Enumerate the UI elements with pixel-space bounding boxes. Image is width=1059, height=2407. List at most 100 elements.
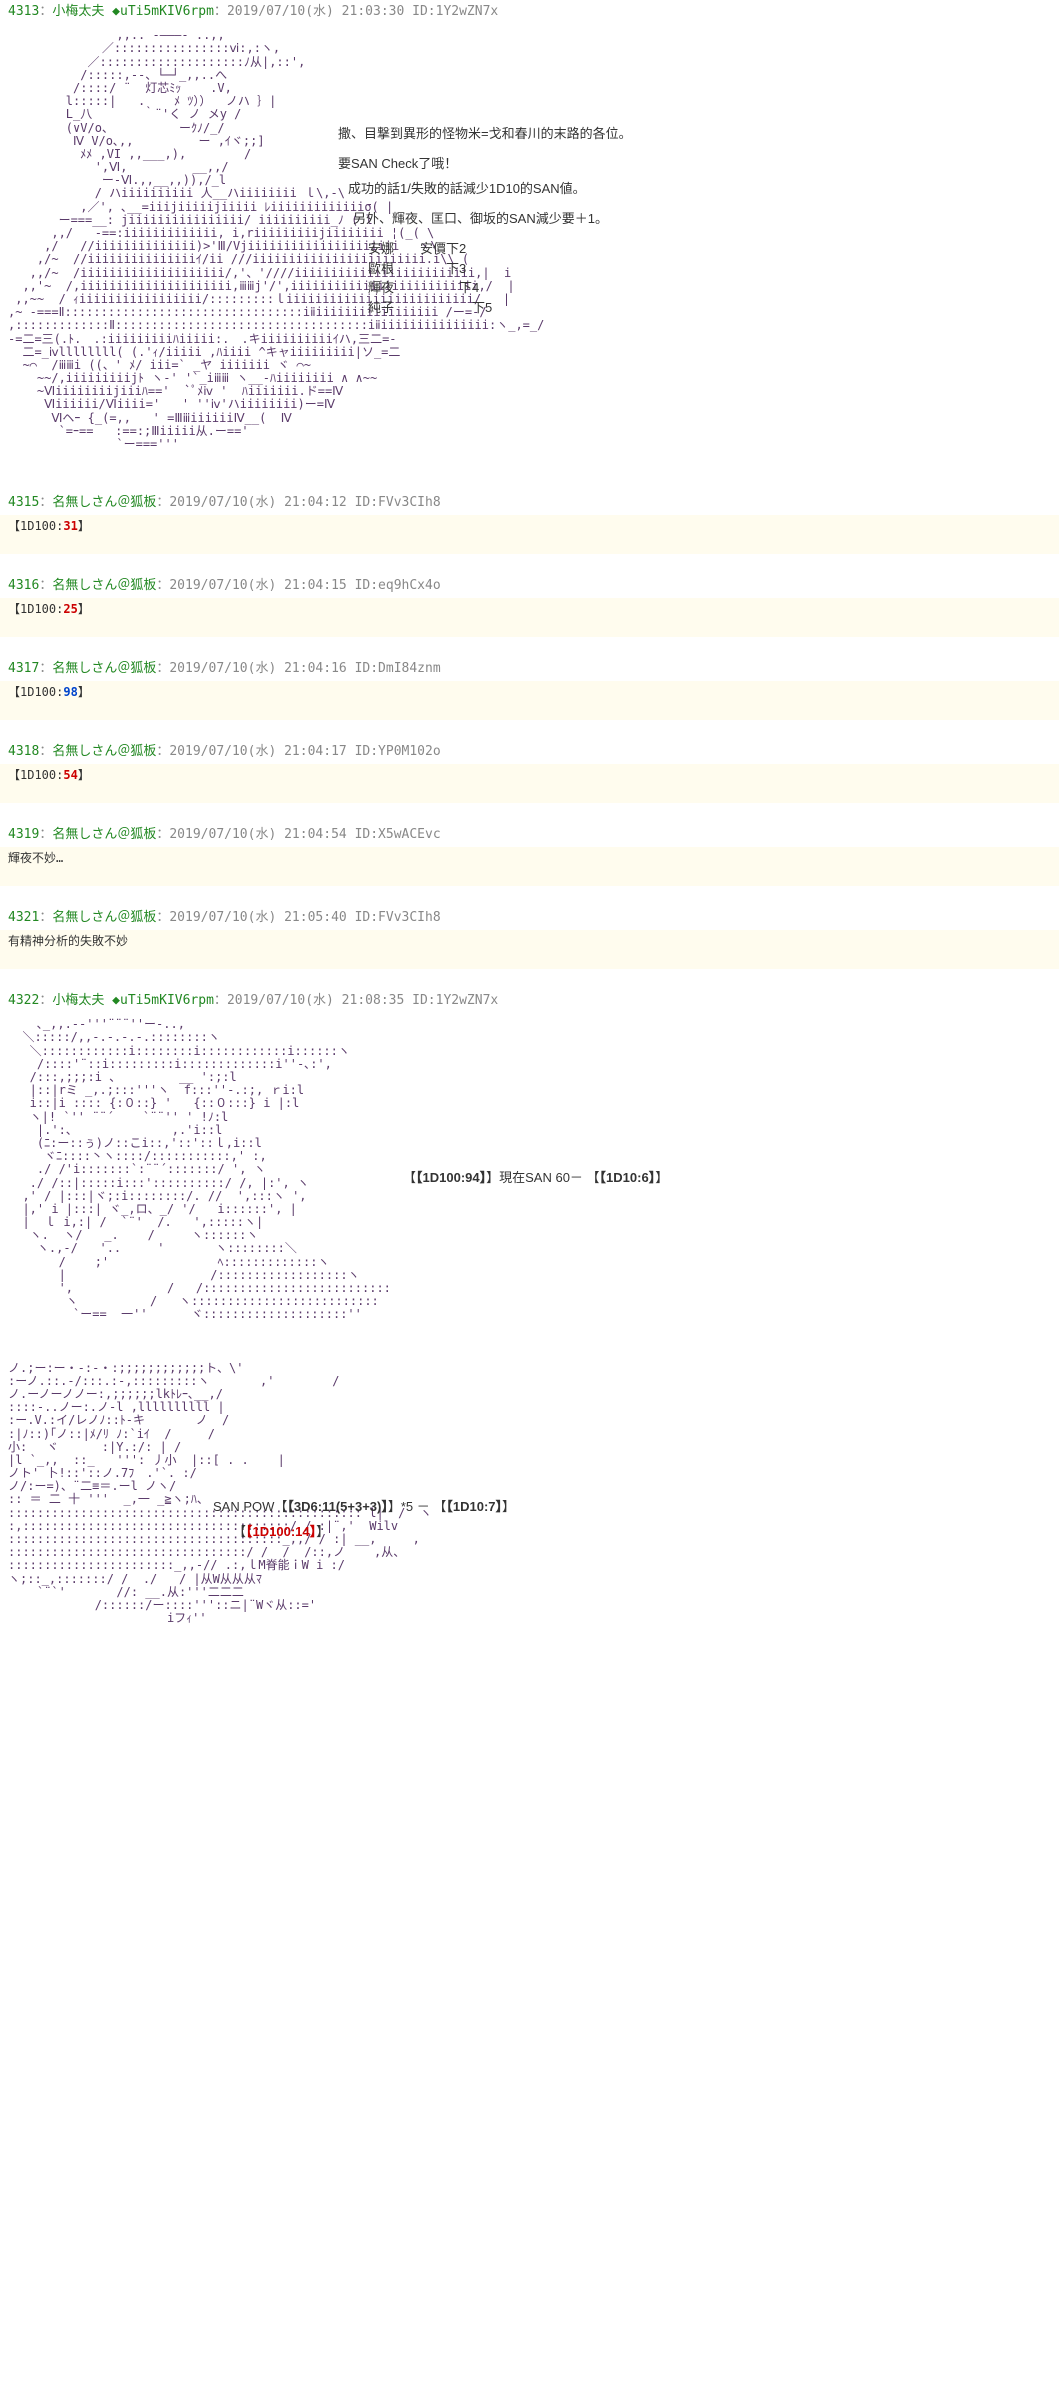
post-id: ID:1Y2wZN7x bbox=[412, 4, 498, 19]
separator: ： bbox=[39, 4, 52, 19]
side-text: 安娜 安價下2 歐根 下3 輝夜 下4 純子 下5 bbox=[368, 239, 492, 317]
post-datetime: 2019/07/10(水) 21:04:17 bbox=[169, 744, 346, 759]
spacer bbox=[347, 495, 355, 510]
post-header: 4317：名無しさん＠狐板：2019/07/10(水) 21:04:16 ID:… bbox=[0, 657, 1059, 681]
post-id: ID:FVv3CIh8 bbox=[355, 495, 441, 510]
post-number: 4322 bbox=[8, 993, 39, 1008]
forum-post: 4316：名無しさん＠狐板：2019/07/10(水) 21:04:15 ID:… bbox=[0, 574, 1059, 637]
side-text: 【【1D100:94】】現在SAN 60－ 【【1D10:6】】 bbox=[403, 1168, 668, 1188]
side-text: 另外、輝夜、匡口、御坂的SAN減少要＋1。 bbox=[353, 209, 608, 229]
poster-name: 名無しさん＠狐板 bbox=[52, 827, 156, 842]
post-header: 4319：名無しさん＠狐板：2019/07/10(水) 21:04:54 ID:… bbox=[0, 823, 1059, 847]
post-number: 4321 bbox=[8, 910, 39, 925]
ascii-art: ,,.. -―――- ..,, ／::::::::::::::::ⅵ:,:ヽ, … bbox=[8, 29, 1051, 451]
dice-value: 25 bbox=[63, 602, 77, 616]
spacer bbox=[404, 4, 412, 19]
separator: ： bbox=[39, 495, 52, 510]
side-text: SAN POW【【3D6:11(5+3+3)】】*5 － 【【1D10:7】】 bbox=[213, 1497, 515, 1517]
dice-roll-line: 【1D100:25】 bbox=[8, 602, 90, 616]
forum-post: 4318：名無しさん＠狐板：2019/07/10(水) 21:04:17 ID:… bbox=[0, 740, 1059, 803]
forum-post: 4313：小梅太夫 ◆uTi5mKIV6rpm：2019/07/10(水) 21… bbox=[0, 0, 1059, 471]
forum-post: 4317：名無しさん＠狐板：2019/07/10(水) 21:04:16 ID:… bbox=[0, 657, 1059, 720]
spacer bbox=[404, 993, 412, 1008]
dice-value: 31 bbox=[63, 519, 77, 533]
post-datetime: 2019/07/10(水) 21:08:35 bbox=[227, 993, 404, 1008]
forum-post: 4315：名無しさん＠狐板：2019/07/10(水) 21:04:12 ID:… bbox=[0, 491, 1059, 554]
post-body: 【1D100:98】 bbox=[0, 681, 1059, 720]
post-body: 有精神分析的失敗不妙 bbox=[0, 930, 1059, 969]
ascii-art: ノ.;ー:ー・‐:‐・:;;;;;;;;;;;;ト、\' :ーノ.::.-/::… bbox=[8, 1362, 1051, 1626]
post-id: ID:X5wACEvc bbox=[355, 827, 441, 842]
post-header: 4313：小梅太夫 ◆uTi5mKIV6rpm：2019/07/10(水) 21… bbox=[0, 0, 1059, 24]
separator: ： bbox=[39, 910, 52, 925]
poster-trip: ◆uTi5mKIV6rpm bbox=[104, 993, 214, 1008]
poster-name: 名無しさん＠狐板 bbox=[52, 578, 156, 593]
ascii-art-container: ､_,,.-‐'''¨¨¨''ー-.., ＼:::::/,,-.-.-.-.::… bbox=[8, 1018, 1051, 1321]
spacer bbox=[347, 578, 355, 593]
post-body: 輝夜不妙… bbox=[0, 847, 1059, 886]
side-text: 【【1D100:14】】 bbox=[233, 1522, 329, 1542]
separator: ： bbox=[214, 993, 227, 1008]
separator: ： bbox=[39, 993, 52, 1008]
separator: ： bbox=[156, 744, 169, 759]
forum-post: 4321：名無しさん＠狐板：2019/07/10(水) 21:05:40 ID:… bbox=[0, 906, 1059, 969]
post-id: ID:FVv3CIh8 bbox=[355, 910, 441, 925]
post-header: 4322：小梅太夫 ◆uTi5mKIV6rpm：2019/07/10(水) 21… bbox=[0, 989, 1059, 1013]
post-header: 4315：名無しさん＠狐板：2019/07/10(水) 21:04:12 ID:… bbox=[0, 491, 1059, 515]
post-body: ､_,,.-‐'''¨¨¨''ー-.., ＼:::::/,,-.-.-.-.::… bbox=[0, 1013, 1059, 1645]
post-text: 輝夜不妙… bbox=[8, 851, 63, 865]
separator: ： bbox=[156, 661, 169, 676]
post-number: 4317 bbox=[8, 661, 39, 676]
post-number: 4313 bbox=[8, 4, 39, 19]
post-datetime: 2019/07/10(水) 21:04:12 bbox=[169, 495, 346, 510]
ascii-art-container: ,,.. -―――- ..,, ／::::::::::::::::ⅵ:,:ヽ, … bbox=[8, 29, 1051, 451]
post-datetime: 2019/07/10(水) 21:04:54 bbox=[169, 827, 346, 842]
poster-name: 小梅太夫 bbox=[52, 993, 104, 1008]
spacer bbox=[347, 744, 355, 759]
post-body: 【1D100:31】 bbox=[0, 515, 1059, 554]
poster-name: 小梅太夫 bbox=[52, 4, 104, 19]
dice-value: 54 bbox=[63, 768, 77, 782]
poster-name: 名無しさん＠狐板 bbox=[52, 744, 156, 759]
post-datetime: 2019/07/10(水) 21:04:16 bbox=[169, 661, 346, 676]
spacer bbox=[347, 910, 355, 925]
post-number: 4316 bbox=[8, 578, 39, 593]
poster-name: 名無しさん＠狐板 bbox=[52, 495, 156, 510]
post-datetime: 2019/07/10(水) 21:04:15 bbox=[169, 578, 346, 593]
post-body: 【1D100:54】 bbox=[0, 764, 1059, 803]
poster-name: 名無しさん＠狐板 bbox=[52, 910, 156, 925]
post-id: ID:YP0M102o bbox=[355, 744, 441, 759]
separator: ： bbox=[39, 578, 52, 593]
post-body: ,,.. -―――- ..,, ／::::::::::::::::ⅵ:,:ヽ, … bbox=[0, 24, 1059, 471]
post-id: ID:DmI84znm bbox=[355, 661, 441, 676]
side-text: 成功的話1/失敗的話減少1D10的SAN値。 bbox=[348, 179, 586, 199]
post-id: ID:eq9hCx4o bbox=[355, 578, 441, 593]
post-datetime: 2019/07/10(水) 21:05:40 bbox=[169, 910, 346, 925]
ascii-art-container: ノ.;ー:ー・‐:‐・:;;;;;;;;;;;;ト、\' :ーノ.::.-/::… bbox=[8, 1362, 1051, 1626]
poster-trip: ◆uTi5mKIV6rpm bbox=[104, 4, 214, 19]
separator: ： bbox=[156, 578, 169, 593]
post-id: ID:1Y2wZN7x bbox=[412, 993, 498, 1008]
side-text: 要SAN Check了哦！ bbox=[338, 154, 457, 174]
post-body: 【1D100:25】 bbox=[0, 598, 1059, 637]
separator: ： bbox=[156, 495, 169, 510]
forum-post: 4319：名無しさん＠狐板：2019/07/10(水) 21:04:54 ID:… bbox=[0, 823, 1059, 886]
side-text: 撒、目撃到異形的怪物米=戈和春川的末路的各位。 bbox=[338, 124, 632, 144]
poster-name: 名無しさん＠狐板 bbox=[52, 661, 156, 676]
separator: ： bbox=[214, 4, 227, 19]
separator: ： bbox=[39, 827, 52, 842]
spacer bbox=[347, 661, 355, 676]
separator: ： bbox=[39, 744, 52, 759]
post-number: 4319 bbox=[8, 827, 39, 842]
dice-roll-line: 【1D100:31】 bbox=[8, 519, 90, 533]
post-number: 4315 bbox=[8, 495, 39, 510]
post-datetime: 2019/07/10(水) 21:03:30 bbox=[227, 4, 404, 19]
post-header: 4318：名無しさん＠狐板：2019/07/10(水) 21:04:17 ID:… bbox=[0, 740, 1059, 764]
spacer bbox=[347, 827, 355, 842]
dice-roll-line: 【1D100:54】 bbox=[8, 768, 90, 782]
separator: ： bbox=[156, 910, 169, 925]
separator: ： bbox=[156, 827, 169, 842]
post-header: 4316：名無しさん＠狐板：2019/07/10(水) 21:04:15 ID:… bbox=[0, 574, 1059, 598]
post-text: 有精神分析的失敗不妙 bbox=[8, 934, 128, 948]
forum-post: 4322：小梅太夫 ◆uTi5mKIV6rpm：2019/07/10(水) 21… bbox=[0, 989, 1059, 1645]
